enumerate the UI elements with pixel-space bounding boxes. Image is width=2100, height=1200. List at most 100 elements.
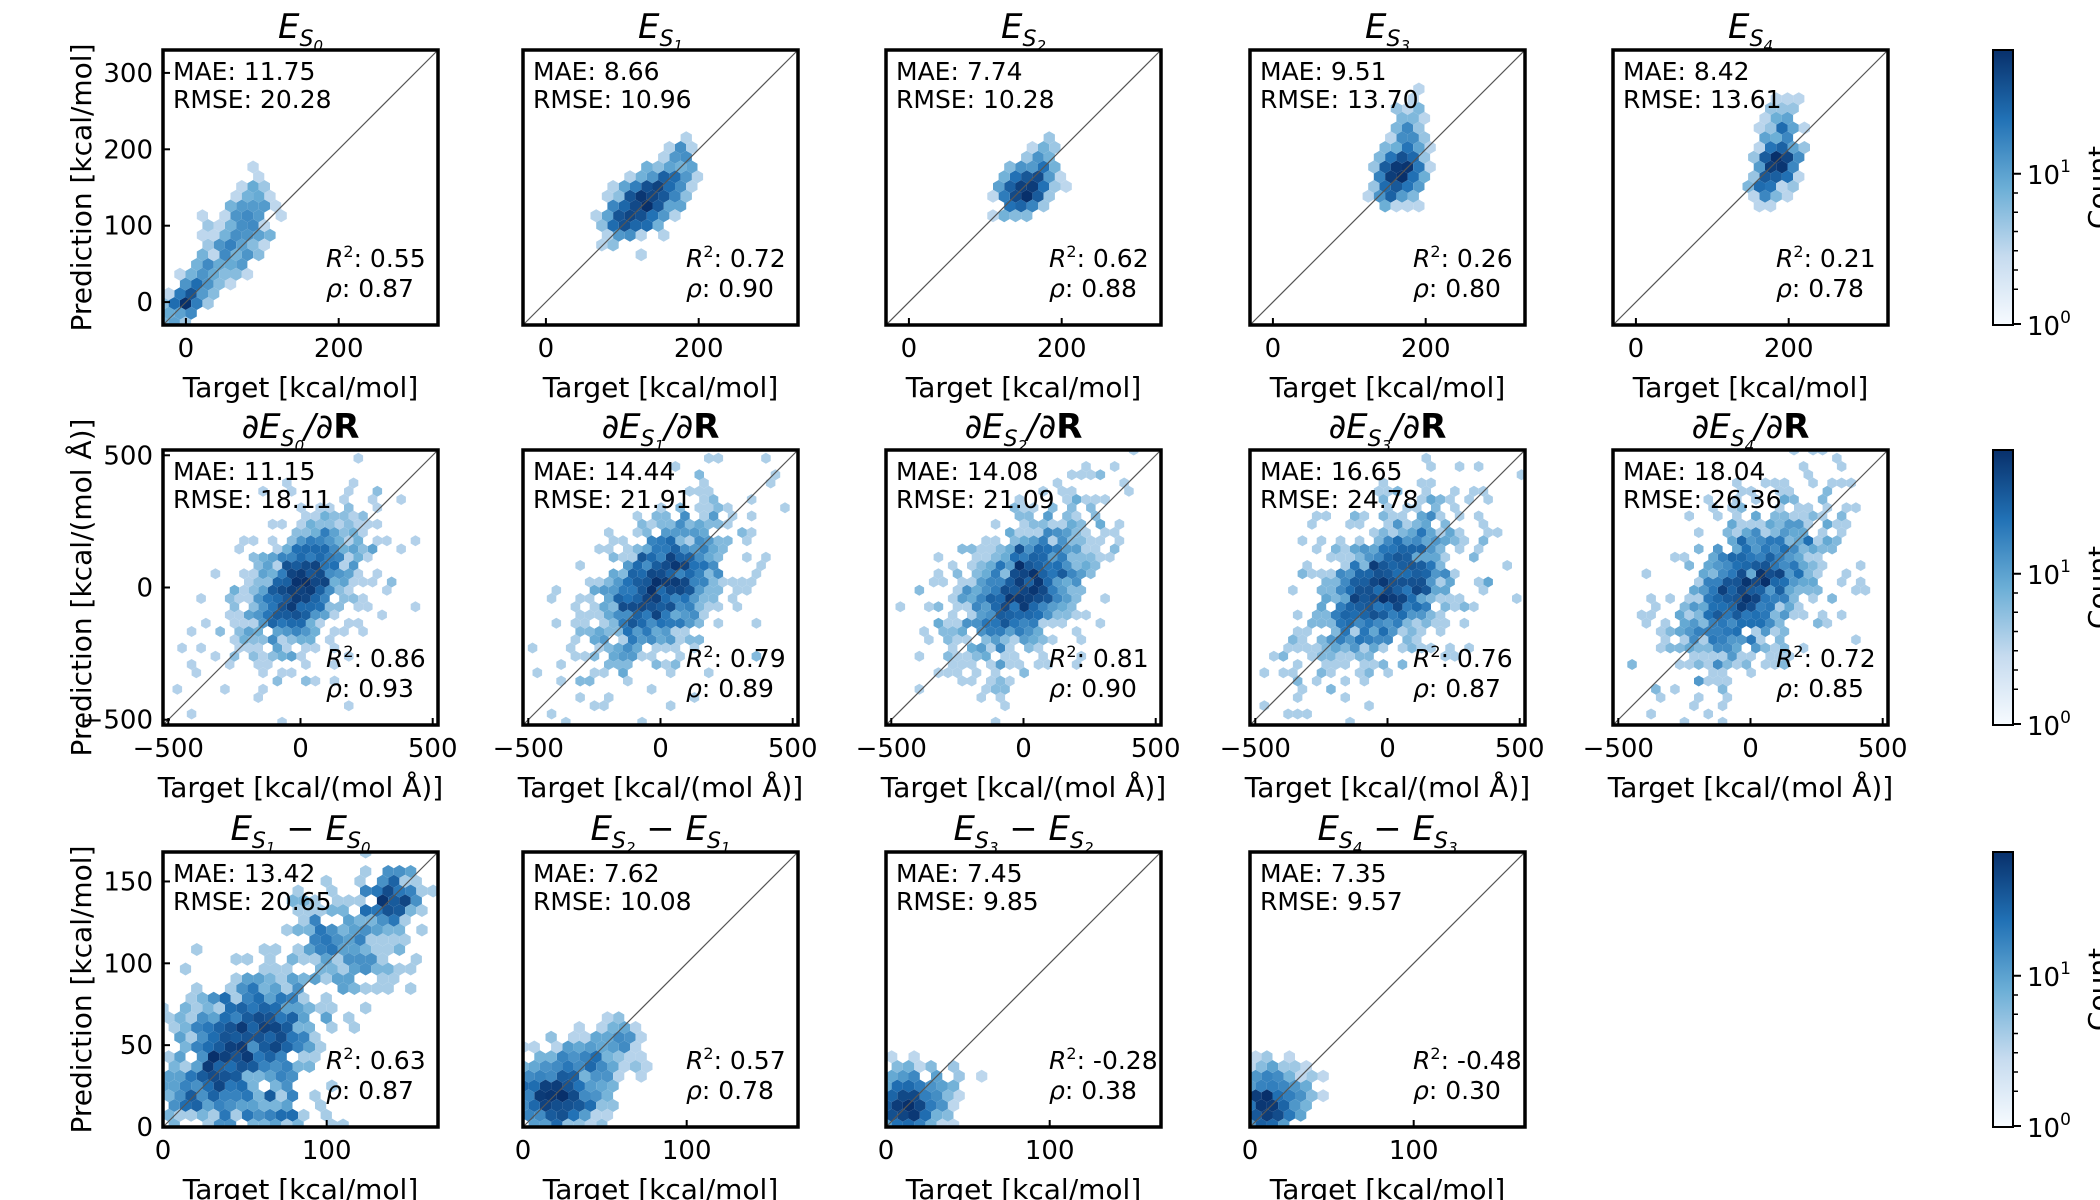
hexbin-cell [1297, 535, 1308, 547]
hexbin-cell [241, 1108, 254, 1122]
hexbin-cell [604, 659, 614, 670]
hexbin-cell [253, 576, 263, 588]
hexbin-cell [1722, 692, 1733, 703]
hexbin-cell [1379, 199, 1391, 213]
hexbin-cell [1832, 518, 1842, 530]
hexbin-cell [942, 1108, 954, 1122]
hexbin-cell [1689, 617, 1699, 629]
hexbin-cell [1278, 650, 1289, 662]
x-tick-label: 0 [178, 334, 195, 364]
hexbin-cell [568, 1089, 580, 1103]
hexbin-cell [986, 560, 996, 571]
hexbin-cell [580, 650, 590, 662]
hexbin-cell [405, 962, 417, 976]
hexbin-cell [594, 609, 604, 621]
hexbin-cell [551, 1099, 563, 1112]
hexbin-cell [219, 1050, 231, 1064]
hexbin-cell [1331, 593, 1341, 604]
hexbin-cell [852, 1089, 863, 1102]
hexbin-cell [1321, 609, 1331, 621]
hexbin-cell [291, 527, 302, 538]
hexbin-cell [986, 675, 996, 687]
hexbin-cell [976, 642, 986, 654]
hexbin-cell [1369, 593, 1379, 604]
hexbin-cell [1335, 584, 1346, 596]
hexbin-cell [1765, 102, 1777, 115]
hexbin-cell [208, 1011, 220, 1025]
hexbin-cell [1364, 700, 1374, 712]
hexbin-cell [571, 733, 581, 744]
x-tick-label: 200 [1401, 334, 1451, 364]
hexbin-cell [224, 238, 237, 252]
hexbin-cell [684, 485, 695, 497]
hexbin-cell [388, 894, 400, 908]
hexbin-cell [1717, 700, 1728, 712]
hexbin-cell [1708, 601, 1718, 613]
hexbin-cell [967, 560, 977, 571]
hexbin-cell [1005, 626, 1015, 637]
hexbin-cell [947, 642, 958, 654]
hexbin-cell [1670, 683, 1680, 695]
hexbin-cell [1789, 609, 1799, 621]
hexbin-cell [213, 1040, 225, 1054]
hexbin-cell [281, 1021, 293, 1034]
hexbin-cell [1390, 102, 1402, 115]
r2-text: R2: -0.48 [1413, 1044, 1522, 1075]
x-tick-label: 0 [1628, 334, 1645, 364]
hexbin-cell [1660, 617, 1671, 629]
hexbin-cell [388, 874, 400, 888]
hexbin-cell [933, 551, 944, 563]
hexbin-cell [1450, 568, 1460, 580]
hexbin-cell [1694, 675, 1704, 687]
hexbin-cell [562, 1158, 573, 1171]
hexbin-cell [1067, 551, 1077, 563]
hexbin-cell [1421, 551, 1431, 563]
hexbin-cell [1755, 601, 1766, 613]
hexbin-cell [1708, 502, 1718, 514]
hexbin-cell [292, 1021, 304, 1034]
hexbin-cell [315, 502, 325, 514]
rmse-text: RMSE: 20.28 [173, 85, 332, 114]
hexbin-cell [267, 634, 278, 646]
hexbin-cell [1413, 121, 1425, 135]
hexbin-cell [1354, 617, 1365, 629]
hexbin-cell [371, 884, 383, 898]
hexbin-cell [665, 617, 676, 629]
hexbin-cell [348, 982, 360, 995]
hexbin-cell [947, 1118, 960, 1127]
hexbin-cell [986, 659, 996, 670]
hexbin-cell [1047, 568, 1058, 580]
hexbin-cell [253, 1011, 265, 1025]
hexbin-cell [1779, 527, 1790, 538]
hexbin-cell [1402, 634, 1412, 646]
hexbin-cell [1751, 494, 1761, 505]
hexbin-cell [1717, 650, 1728, 662]
hexbin-cell [556, 1089, 568, 1103]
hexbin-cell [1736, 551, 1747, 563]
hexbin-cell [1326, 551, 1336, 563]
hexbin-cell [1207, 676, 1217, 687]
hexbin-cell [1390, 180, 1402, 193]
hexbin-cell [1321, 659, 1331, 670]
hexbin-cell [230, 1011, 242, 1025]
hexbin-cell [742, 551, 752, 563]
hexbin-cell [324, 518, 335, 530]
hexbin-cell [1765, 180, 1777, 193]
hexbin-cell [244, 593, 254, 604]
hexbin-cell [1354, 667, 1365, 679]
hexbin-cell [258, 683, 268, 695]
hexbin-cell [686, 160, 698, 174]
hexbin-cell [1689, 584, 1699, 596]
hexbin-cell [1851, 584, 1861, 596]
hexbin-cell [686, 180, 698, 193]
hexbin-cell [637, 617, 647, 629]
hexbin-cell [1109, 527, 1120, 538]
hexbin-cell [574, 1138, 585, 1151]
hexbin-cell [224, 1001, 237, 1015]
hexbin-cell [1021, 189, 1033, 203]
hexbin-cell [1836, 527, 1847, 538]
hexbin-cell [869, 1099, 880, 1112]
hexbin-cell [656, 601, 666, 613]
hexbin-cell [637, 634, 647, 646]
hexbin-cell [191, 1079, 203, 1093]
